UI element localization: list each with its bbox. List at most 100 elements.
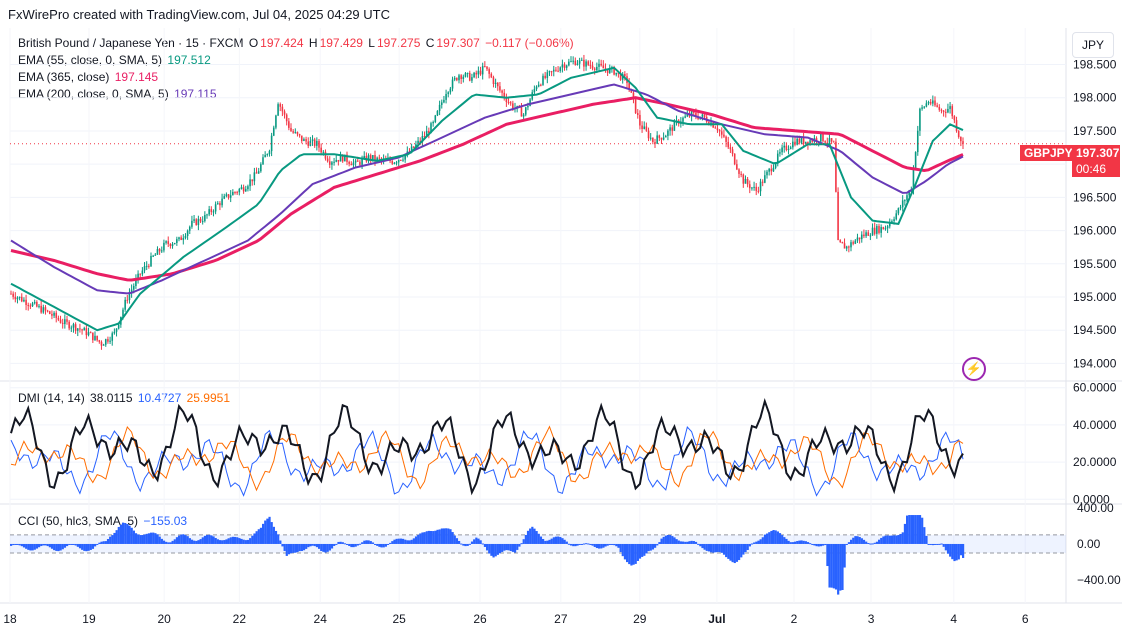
candle-body [555, 69, 557, 71]
candle-body [837, 191, 839, 241]
cci-bar [703, 543, 706, 550]
cci-bar [766, 533, 769, 544]
cci-bar [253, 533, 256, 544]
cci-bar [505, 543, 508, 551]
candle-body [852, 242, 854, 244]
cci-bar [143, 534, 146, 544]
dmi-tick-label: 60.0000 [1073, 381, 1117, 395]
candle-body [367, 155, 370, 162]
cci-bar [399, 538, 403, 544]
cci-bar [18, 543, 21, 546]
candle-body [576, 63, 579, 65]
candle-body [503, 92, 506, 98]
cci-bar [335, 543, 338, 545]
cci-bar [458, 540, 461, 544]
cci-bar [621, 543, 624, 557]
candle-body [376, 157, 378, 161]
candle-body [660, 137, 663, 140]
candle-body [662, 137, 665, 140]
candle-body [613, 66, 615, 75]
cci-bar [156, 534, 159, 544]
candle-body [266, 154, 269, 156]
cci-bar [29, 543, 32, 551]
candle-body [20, 296, 23, 302]
cci-bar [554, 536, 558, 544]
y-tick-label: 197.500 [1073, 124, 1117, 138]
candle-body [25, 299, 27, 305]
candle-body [589, 64, 592, 66]
candle-body [354, 160, 357, 163]
cci-bar [761, 537, 764, 544]
cci-bar [74, 543, 77, 546]
cci-bar [862, 539, 866, 544]
candle-body [438, 104, 441, 111]
cci-bar [694, 541, 698, 544]
cci-bar [813, 543, 816, 546]
x-tick-label: 24 [314, 612, 328, 626]
cci-bar [529, 528, 532, 544]
cci-bar [139, 535, 142, 544]
candle-body [55, 312, 58, 318]
cci-bar [815, 543, 818, 547]
cci-bar [914, 515, 917, 544]
cci-bar [733, 543, 736, 564]
cci-bar [272, 526, 275, 544]
cci-bar [113, 532, 116, 544]
cci-bar [873, 542, 876, 544]
candle-body [787, 148, 790, 151]
cci-bar [365, 540, 368, 544]
candle-body [298, 134, 301, 136]
cci-bar [548, 539, 551, 544]
cci-bar [216, 539, 219, 544]
cci-bar [430, 531, 433, 544]
candle-body [940, 109, 943, 111]
candle-body [344, 154, 346, 162]
cci-bar [404, 539, 407, 544]
candle-body [934, 100, 936, 106]
candle-body [477, 70, 480, 75]
lightning-icon[interactable]: ⚡ [962, 357, 986, 381]
candle-body [869, 235, 872, 237]
candle-body [229, 195, 232, 198]
cci-bar [725, 543, 728, 558]
cci-bar [81, 543, 84, 550]
cci-bar [330, 543, 334, 549]
candle-body [684, 116, 686, 118]
candle-body [962, 141, 964, 144]
cci-bar [949, 543, 952, 557]
x-tick-label: 3 [868, 612, 875, 626]
cci-bar [72, 543, 75, 545]
candle-body [921, 107, 923, 109]
candle-body [759, 181, 762, 192]
candle-body [163, 242, 165, 251]
cci-bar [738, 543, 741, 561]
candle-body [800, 137, 803, 143]
cci-bar [117, 526, 120, 544]
currency-button[interactable]: JPY [1072, 32, 1114, 58]
cci-bar [923, 527, 926, 544]
cci-bar [223, 540, 226, 544]
cci-bar [839, 543, 842, 591]
cci-bar [445, 528, 448, 544]
candle-body [14, 296, 17, 300]
dmi-legend: DMI (14, 14) 38.0115 10.4727 25.9951 [18, 391, 232, 405]
candle-body [303, 139, 305, 141]
cci-bar [559, 537, 562, 544]
candle-body [572, 60, 574, 62]
cci-bar [781, 535, 784, 544]
y-tick-label: 194.000 [1073, 356, 1117, 370]
adx-line [10, 397, 964, 496]
cci-bar [697, 543, 700, 545]
candle-body [802, 137, 805, 144]
cci-bar [936, 543, 939, 545]
candle-body [505, 97, 508, 103]
cci-bar [42, 543, 45, 546]
cci-bar [572, 543, 575, 547]
cci-bar [339, 541, 342, 544]
candle-body [542, 75, 544, 85]
x-tick-label: 27 [554, 612, 568, 626]
candle-body [529, 99, 531, 107]
y-tick-label: 195.500 [1073, 257, 1117, 271]
candle-body [690, 111, 693, 117]
